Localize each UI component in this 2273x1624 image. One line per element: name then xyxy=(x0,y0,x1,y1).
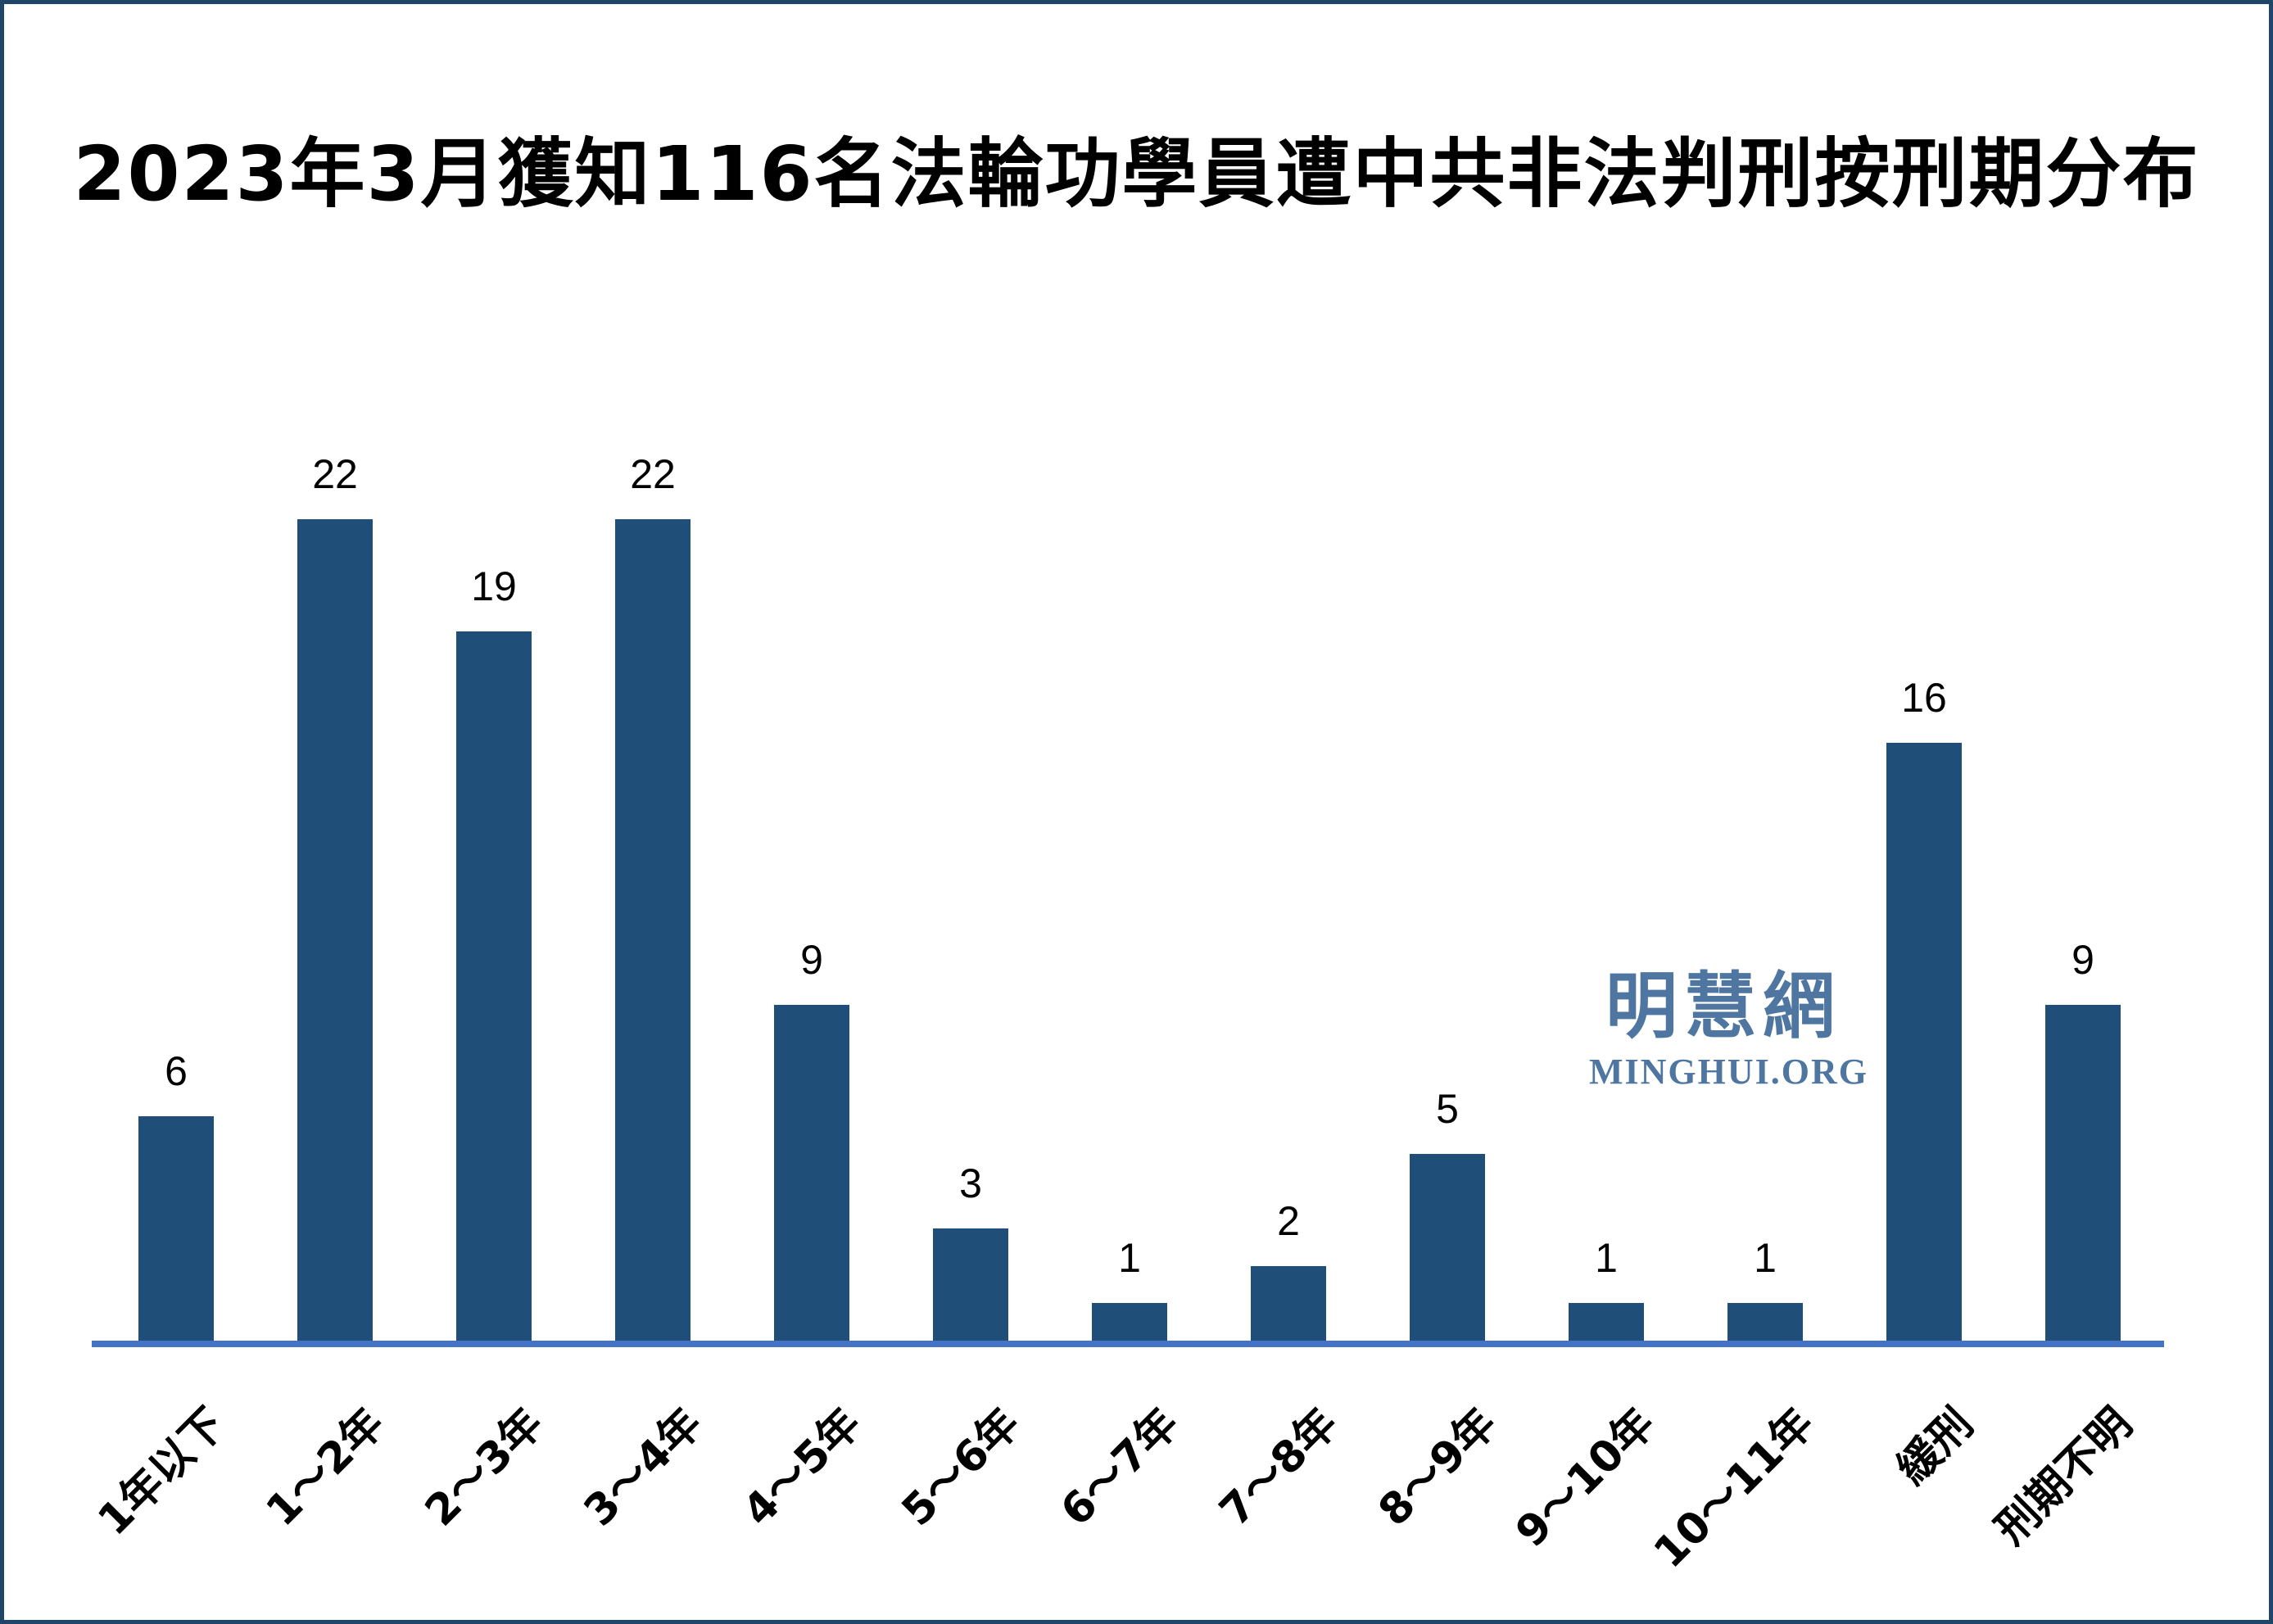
bar-value-label: 5 xyxy=(1436,1086,1459,1132)
bar-value-label: 22 xyxy=(630,451,676,497)
watermark-cjk-text: 明慧網 xyxy=(1605,964,1841,1048)
bar xyxy=(2045,1005,2121,1341)
bar xyxy=(456,631,532,1341)
bar-value-label: 19 xyxy=(471,563,517,609)
bar-value-label: 9 xyxy=(800,937,823,983)
bar xyxy=(1410,1154,1485,1341)
x-axis-line xyxy=(92,1341,2164,1347)
bar xyxy=(1251,1266,1326,1341)
bar xyxy=(774,1005,849,1341)
watermark-latin-text: MINGHUI.ORG xyxy=(1589,1052,1868,1092)
bar xyxy=(297,519,373,1341)
chart-title: 2023年3月獲知116名法輪功學員遭中共非法判刑按刑期分布 xyxy=(73,130,2200,218)
bar xyxy=(933,1228,1008,1341)
watermark-minghui: 明慧網 MINGHUI.ORG xyxy=(1589,964,1868,1092)
bar-value-label: 16 xyxy=(1901,675,1947,721)
bar-value-label: 9 xyxy=(2072,937,2094,983)
bar xyxy=(138,1116,214,1341)
bar xyxy=(1092,1303,1167,1341)
bar xyxy=(1886,743,1962,1341)
bar xyxy=(1569,1303,1644,1341)
bar-value-label: 2 xyxy=(1277,1198,1300,1244)
bar-value-label: 6 xyxy=(165,1048,188,1094)
bar xyxy=(615,519,691,1341)
bar-value-label: 3 xyxy=(959,1160,982,1206)
bar xyxy=(1727,1303,1803,1341)
bar-value-label: 1 xyxy=(1754,1235,1777,1281)
bar-value-label: 1 xyxy=(1118,1235,1141,1281)
bar-value-label: 22 xyxy=(312,451,358,497)
bar-value-label: 1 xyxy=(1595,1235,1618,1281)
